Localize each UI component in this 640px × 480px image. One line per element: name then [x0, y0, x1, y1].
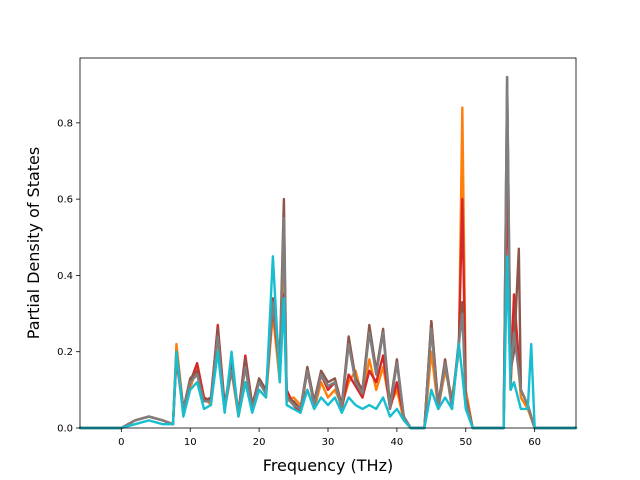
x-axis-label: Frequency (THz) [263, 456, 393, 475]
y-tick-label: 0.2 [57, 347, 73, 358]
series-line-4 [78, 75, 578, 430]
x-tick-label: 50 [459, 437, 472, 448]
y-axis-label: Partial Density of States [24, 147, 43, 339]
x-tick-label: 0 [118, 437, 124, 448]
y-ticks: 0.0 0.2 0.4 0.6 0.8 [57, 118, 80, 435]
y-tick-label: 0.6 [57, 195, 73, 206]
series-layer [78, 75, 578, 430]
x-ticks: 0 10 20 30 40 50 60 [118, 428, 541, 448]
x-tick-label: 20 [253, 437, 266, 448]
y-tick-label: 0.8 [57, 118, 73, 129]
y-tick-label: 0.4 [57, 271, 73, 282]
x-tick-label: 60 [528, 437, 541, 448]
y-tick-label: 0.0 [57, 424, 73, 435]
x-tick-label: 30 [322, 437, 335, 448]
x-tick-label: 40 [391, 437, 404, 448]
x-tick-label: 10 [184, 437, 197, 448]
